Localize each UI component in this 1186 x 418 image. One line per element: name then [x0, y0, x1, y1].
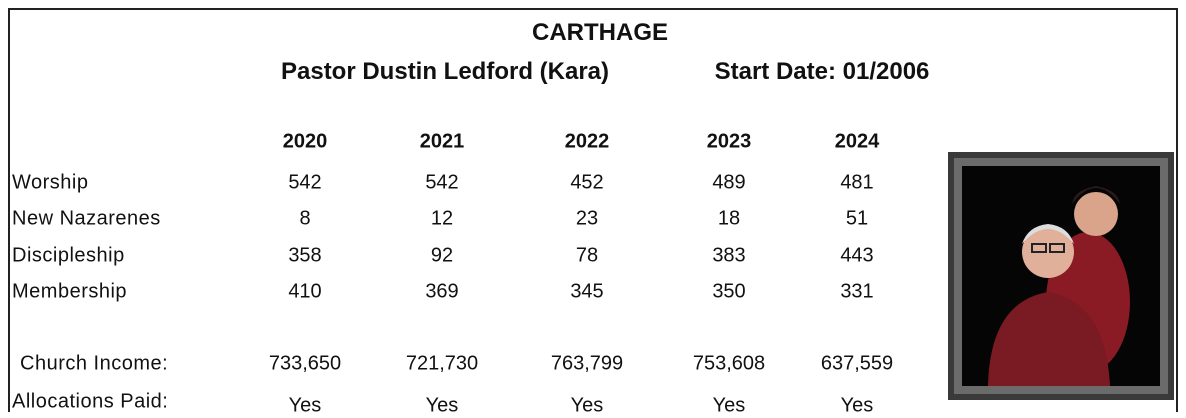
cell: 383	[712, 244, 746, 267]
cell: 12	[430, 207, 454, 230]
cell: 542	[288, 171, 322, 194]
row-label: Discipleship	[12, 244, 125, 267]
start-date: Start Date: 01/2006	[714, 58, 930, 85]
cell: Yes	[570, 394, 604, 417]
cell: 410	[288, 280, 322, 303]
cell: 369	[425, 280, 459, 303]
cell: 345	[570, 280, 604, 303]
row-label: Allocations Paid:	[12, 390, 169, 413]
cell: 443	[840, 244, 874, 267]
cell: 18	[717, 207, 741, 230]
year-header: 2022	[564, 130, 610, 153]
cell: 481	[840, 171, 874, 194]
cell: 358	[288, 244, 322, 267]
row-label: Membership	[12, 280, 128, 303]
year-header: 2020	[282, 130, 328, 153]
cell: 637,559	[820, 352, 894, 375]
cell: 542	[425, 171, 459, 194]
cell: Yes	[712, 394, 746, 417]
cell: 78	[575, 244, 599, 267]
cell: 763,799	[550, 352, 624, 375]
cell: 733,650	[268, 352, 342, 375]
row-label: New Nazarenes	[12, 207, 161, 230]
row-label: Worship	[12, 171, 89, 194]
row-label: Church Income:	[20, 352, 169, 375]
cell: 721,730	[405, 352, 479, 375]
cell: 350	[712, 280, 746, 303]
cell: 753,608	[692, 352, 766, 375]
photo	[948, 152, 1174, 400]
border-left	[8, 8, 10, 412]
year-header: 2024	[834, 130, 880, 153]
cell: Yes	[840, 394, 874, 417]
cell: 452	[570, 171, 604, 194]
title: CARTHAGE	[532, 19, 668, 46]
cell: Yes	[425, 394, 459, 417]
cell: 51	[845, 207, 869, 230]
cell: 92	[430, 244, 454, 267]
cell: 8	[299, 207, 311, 230]
year-header: 2021	[419, 130, 465, 153]
border-top	[8, 8, 1178, 10]
cell: 23	[575, 207, 599, 230]
cell: Yes	[288, 394, 322, 417]
border-right	[1176, 8, 1178, 412]
year-header: 2023	[706, 130, 752, 153]
pastor: Pastor Dustin Ledford (Kara)	[280, 58, 610, 85]
cell: 489	[712, 171, 746, 194]
cell: 331	[840, 280, 874, 303]
